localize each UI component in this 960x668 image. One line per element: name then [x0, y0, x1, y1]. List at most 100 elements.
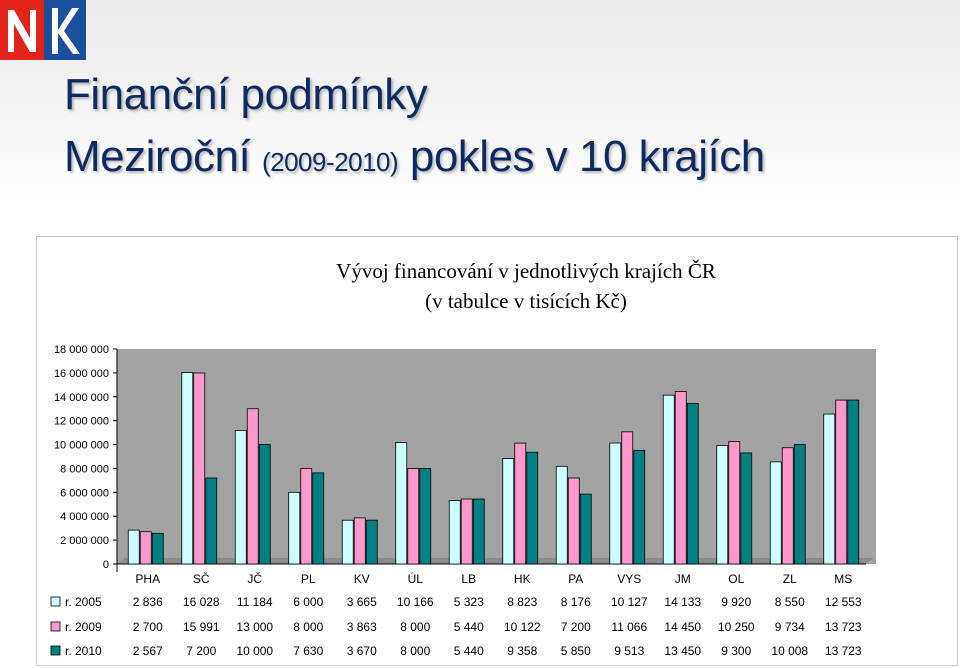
bar	[674, 391, 687, 565]
legend-swatch	[50, 596, 61, 607]
bar	[686, 402, 699, 565]
data-table-value: 3 670	[347, 644, 377, 658]
y-tick-label: 8 000 000	[60, 463, 109, 475]
x-category-label: OL	[728, 572, 744, 586]
data-table-value: 12 553	[825, 595, 862, 609]
data-table-value: 14 133	[664, 595, 701, 609]
bar	[835, 399, 848, 565]
data-table-value: 7 630	[293, 644, 323, 658]
bar	[823, 413, 836, 565]
data-table-value: 8 000	[400, 644, 430, 658]
data-table-value: 8 000	[293, 620, 323, 634]
data-table-value: 14 450	[664, 620, 701, 634]
bar	[847, 399, 860, 565]
x-category-label: JČ	[247, 571, 262, 586]
data-table-value: 13 450	[664, 644, 701, 658]
plot-floor	[117, 558, 874, 564]
data-table-value: 8 823	[507, 595, 537, 609]
bar	[609, 442, 622, 565]
y-tick-label: 18 000 000	[54, 344, 109, 356]
data-table-value: 9 734	[775, 620, 805, 634]
bar	[407, 468, 420, 565]
x-category-label: SČ	[193, 571, 210, 586]
data-table-value: 2 567	[133, 644, 163, 658]
bar	[740, 452, 753, 565]
bar	[728, 441, 741, 565]
x-category-label: VYS	[617, 572, 641, 586]
data-table-value: 10 166	[397, 595, 434, 609]
bar	[460, 498, 473, 565]
data-table-value: 9 300	[721, 644, 751, 658]
bar	[341, 519, 354, 565]
bar	[353, 517, 366, 565]
chart-title-block: Vývoj financování v jednotlivých krajích…	[0, 256, 960, 316]
bar	[300, 468, 313, 565]
x-category-label: ZL	[783, 572, 797, 586]
y-tick-label: 12 000 000	[54, 416, 109, 428]
data-table-value: 10 008	[771, 644, 808, 658]
legend-series-name: r. 2009	[65, 620, 102, 634]
bar	[633, 449, 646, 565]
bar	[579, 493, 592, 565]
data-table-value: 3 665	[347, 595, 377, 609]
x-category-label: ÚL	[408, 571, 424, 586]
bar	[205, 477, 218, 565]
slide-title-part-c: pokles v 10 krajích	[409, 132, 765, 181]
bar	[151, 532, 164, 565]
y-tick-label: 10 000 000	[54, 440, 109, 452]
data-table-value: 16 028	[183, 595, 220, 609]
bar	[127, 529, 140, 565]
slide-title-years: (2009-2010)	[261, 147, 399, 177]
data-table-value: 3 863	[347, 620, 377, 634]
y-tick-label: 16 000 000	[54, 368, 109, 380]
bar	[139, 531, 152, 565]
data-table-value: 5 850	[561, 644, 591, 658]
bar	[502, 458, 515, 565]
bar	[258, 444, 271, 565]
data-table-value: 6 000	[293, 595, 323, 609]
data-table-value: 5 440	[454, 644, 484, 658]
x-category-label: KV	[354, 572, 370, 586]
slide-title-line1: Finanční podmínky	[64, 70, 428, 119]
y-tick-label: 6 000 000	[60, 487, 109, 499]
data-table-value: 2 836	[133, 595, 163, 609]
legend-series-name: r. 2005	[65, 595, 102, 609]
bar	[246, 408, 259, 565]
slide-title-line2: Meziroční (2009-2010) pokles v 10 krajíc…	[64, 132, 765, 182]
y-tick-label: 0	[103, 559, 109, 571]
data-table-value: 7 200	[561, 620, 591, 634]
data-table-value: 10 000	[236, 644, 273, 658]
chart-subtitle: (v tabulce v tisících Kč)	[425, 289, 627, 313]
data-table-value: 9 358	[507, 644, 537, 658]
bar	[793, 444, 806, 565]
data-table-value: 8 000	[400, 620, 430, 634]
data-table-value: 15 991	[183, 620, 220, 634]
legend-swatch	[50, 621, 61, 632]
data-table-value: 5 323	[454, 595, 484, 609]
x-category-label: PHA	[135, 572, 160, 586]
data-table-value: 10 250	[718, 620, 755, 634]
x-category-label: PL	[301, 572, 316, 586]
bar	[448, 500, 461, 565]
bar	[514, 442, 527, 565]
bar	[193, 372, 206, 565]
x-category-label: JM	[675, 572, 691, 586]
bar	[234, 430, 247, 565]
x-category-label: PA	[568, 572, 583, 586]
bar	[769, 461, 782, 565]
bar	[472, 498, 485, 565]
slide-title-part-a: Meziroční	[64, 132, 251, 181]
bar	[288, 491, 301, 565]
bar	[419, 468, 432, 565]
nk-logo-icon	[0, 0, 86, 60]
data-table-value: 5 440	[454, 620, 484, 634]
bar	[395, 442, 408, 565]
data-table-value: 7 200	[186, 644, 216, 658]
bar	[365, 519, 378, 565]
data-table-value: 10 127	[611, 595, 648, 609]
bar	[621, 431, 634, 565]
legend-swatch	[50, 645, 61, 656]
data-table-value: 8 176	[561, 595, 591, 609]
x-category-label: MS	[834, 572, 852, 586]
